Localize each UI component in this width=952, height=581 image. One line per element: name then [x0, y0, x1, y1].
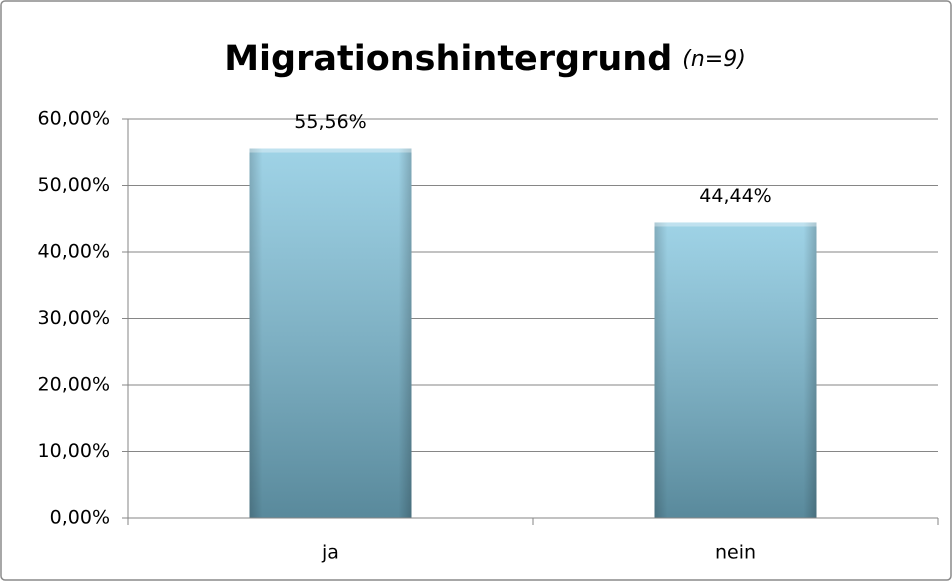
y-tick-label: 40,00%: [38, 241, 110, 263]
bar-bevel: [249, 148, 412, 153]
data-label: 55,56%: [294, 111, 366, 133]
data-label: 44,44%: [699, 185, 771, 207]
y-tick-label: 20,00%: [38, 374, 110, 396]
bar-bevel: [654, 222, 817, 227]
chart-subtitle: (n=9): [682, 47, 746, 72]
y-tick-label: 0,00%: [50, 507, 110, 529]
chart-title-group: Migrationshintergrund (n=9): [224, 39, 746, 79]
bar-shade: [249, 148, 412, 518]
chart-title: Migrationshintergrund: [224, 39, 672, 79]
y-tick-label: 50,00%: [38, 174, 110, 196]
y-tick-label: 60,00%: [38, 108, 110, 130]
bar-shade: [654, 222, 817, 518]
x-tick-label: nein: [715, 542, 756, 564]
y-tick-label: 10,00%: [38, 440, 110, 462]
y-tick-label: 30,00%: [38, 307, 110, 329]
x-tick-label: ja: [321, 542, 339, 564]
